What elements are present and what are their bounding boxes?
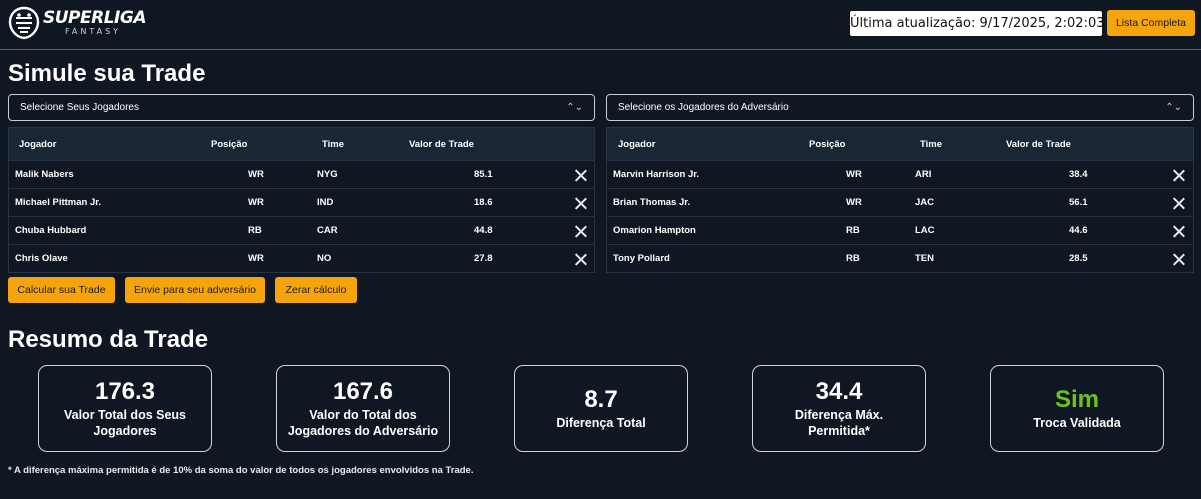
- player-trade-value: 44.8: [474, 225, 493, 236]
- player-name: Chuba Hubbard: [15, 225, 87, 236]
- player-team: NO: [317, 253, 332, 264]
- player-team: IND: [317, 197, 334, 208]
- player-position: WR: [846, 169, 862, 180]
- table-row: Omarion Hampton RB LAC 44.6: [607, 216, 1193, 244]
- player-name: Tony Pollard: [613, 253, 670, 264]
- remove-player-icon[interactable]: [1173, 253, 1185, 265]
- player-name: Malik Nabers: [15, 169, 74, 180]
- player-position: RB: [846, 253, 860, 264]
- player-team: ARI: [915, 169, 932, 180]
- my-players-select[interactable]: Selecione Seus Jogadores ⌃⌄: [8, 94, 595, 121]
- summary-card-trade-valid: Sim Troca Validada: [990, 365, 1164, 452]
- player-trade-value: 27.8: [474, 253, 493, 264]
- remove-player-icon[interactable]: [1173, 225, 1185, 237]
- player-position: WR: [248, 169, 264, 180]
- player-team: JAC: [915, 197, 935, 208]
- player-name: Marvin Harrison Jr.: [613, 169, 700, 180]
- top-bar: SUPERLIGA FANTASY Última atualização: 9/…: [0, 0, 1201, 50]
- opponent-players-table: Jogador Posição Time Valor de Trade Marv…: [606, 127, 1194, 273]
- card-value: 8.7: [584, 385, 618, 413]
- calculate-trade-button[interactable]: Calcular sua Trade: [8, 277, 115, 303]
- helmet-logo-icon: [8, 6, 40, 40]
- remove-player-icon[interactable]: [575, 253, 587, 265]
- card-label: Diferença Máx. Permitida*: [794, 407, 884, 438]
- table-header: Jogador Posição Time Valor de Trade: [607, 128, 1193, 160]
- remove-player-icon[interactable]: [575, 169, 587, 181]
- card-value: Sim: [1054, 385, 1099, 413]
- reset-calculation-button[interactable]: Zerar cálculo: [275, 277, 357, 303]
- player-team: LAC: [915, 225, 935, 236]
- last-updated-label: Última atualização:: [850, 16, 976, 31]
- chevron-up-down-icon: ⌃⌄: [1165, 102, 1182, 113]
- superliga-logo[interactable]: SUPERLIGA FANTASY: [8, 6, 146, 40]
- table-header: Jogador Posição Time Valor de Trade: [9, 128, 594, 160]
- player-trade-value: 18.6: [474, 197, 493, 208]
- player-team: TEN: [915, 253, 934, 264]
- player-trade-value: 56.1: [1069, 197, 1088, 208]
- player-team: NYG: [317, 169, 338, 180]
- table-row: Chuba Hubbard RB CAR 44.8: [9, 216, 594, 244]
- simulate-title: Simule sua Trade: [8, 60, 206, 87]
- full-list-button[interactable]: Lista Completa: [1107, 10, 1195, 36]
- logo-title: SUPERLIGA: [43, 8, 146, 28]
- player-name: Omarion Hampton: [613, 225, 696, 236]
- header-position: Posição: [809, 139, 846, 150]
- player-position: RB: [846, 225, 860, 236]
- table-row: Tony Pollard RB TEN 28.5: [607, 244, 1193, 272]
- player-name: Brian Thomas Jr.: [613, 197, 691, 208]
- chevron-up-down-icon: ⌃⌄: [566, 102, 583, 113]
- header-trade-value: Valor de Trade: [409, 139, 474, 150]
- remove-player-icon[interactable]: [1173, 197, 1185, 209]
- summary-card-my-total: 176.3 Valor Total dos Seus Jogadores: [38, 365, 212, 452]
- send-to-opponent-button[interactable]: Envie para seu adversário: [125, 277, 265, 303]
- player-position: WR: [846, 197, 862, 208]
- header-player: Jogador: [19, 139, 57, 150]
- summary-card-opponent-total: 167.6 Valor do Total dos Jogadores do Adv…: [276, 365, 450, 452]
- table-row: Malik Nabers WR NYG 85.1: [9, 160, 594, 188]
- table-row: Marvin Harrison Jr. WR ARI 38.4: [607, 160, 1193, 188]
- my-players-table: Jogador Posição Time Valor de Trade Mali…: [8, 127, 595, 273]
- header-trade-value: Valor de Trade: [1006, 139, 1071, 150]
- summary-title: Resumo da Trade: [8, 326, 209, 353]
- card-label: Diferença Total: [556, 415, 646, 430]
- header-team: Time: [920, 139, 943, 150]
- card-label: Valor Total dos Seus Jogadores: [63, 407, 187, 438]
- player-trade-value: 38.4: [1069, 169, 1088, 180]
- my-players-select-placeholder: Selecione Seus Jogadores: [20, 102, 139, 113]
- player-name: Chris Olave: [15, 253, 68, 264]
- player-team: CAR: [317, 225, 338, 236]
- player-name: Michael Pittman Jr.: [15, 197, 102, 208]
- player-position: WR: [248, 197, 264, 208]
- card-label: Valor do Total dos Jogadores do Adversári…: [287, 407, 439, 438]
- card-value: 34.4: [815, 377, 863, 405]
- header-player: Jogador: [618, 139, 656, 150]
- footnote: * A diferença máxima permitida é de 10% …: [8, 465, 474, 476]
- header-team: Time: [322, 139, 345, 150]
- opponent-players-select[interactable]: Selecione os Jogadores do Adversário ⌃⌄: [606, 94, 1194, 121]
- table-row: Michael Pittman Jr. WR IND 18.6: [9, 188, 594, 216]
- last-updated: Última atualização: 9/17/2025, 2:02:03 P…: [850, 11, 1128, 36]
- table-row: Chris Olave WR NO 27.8: [9, 244, 594, 272]
- summary-card-max-difference: 34.4 Diferença Máx. Permitida*: [752, 365, 926, 452]
- player-position: RB: [248, 225, 262, 236]
- remove-player-icon[interactable]: [575, 225, 587, 237]
- last-updated-value: 9/17/2025, 2:02:03 PM: [979, 16, 1128, 31]
- card-value: 167.6: [332, 377, 394, 405]
- header-position: Posição: [211, 139, 248, 150]
- remove-player-icon[interactable]: [1173, 169, 1185, 181]
- player-trade-value: 28.5: [1069, 253, 1088, 264]
- card-label: Troca Validada: [1033, 415, 1121, 430]
- table-row: Brian Thomas Jr. WR JAC 56.1: [607, 188, 1193, 216]
- card-value: 176.3: [94, 377, 156, 405]
- player-trade-value: 44.6: [1069, 225, 1088, 236]
- opponent-players-select-placeholder: Selecione os Jogadores do Adversário: [618, 102, 789, 113]
- summary-card-difference: 8.7 Diferença Total: [514, 365, 688, 452]
- remove-player-icon[interactable]: [575, 197, 587, 209]
- player-position: WR: [248, 253, 264, 264]
- logo-subtitle: FANTASY: [65, 27, 122, 36]
- player-trade-value: 85.1: [474, 169, 493, 180]
